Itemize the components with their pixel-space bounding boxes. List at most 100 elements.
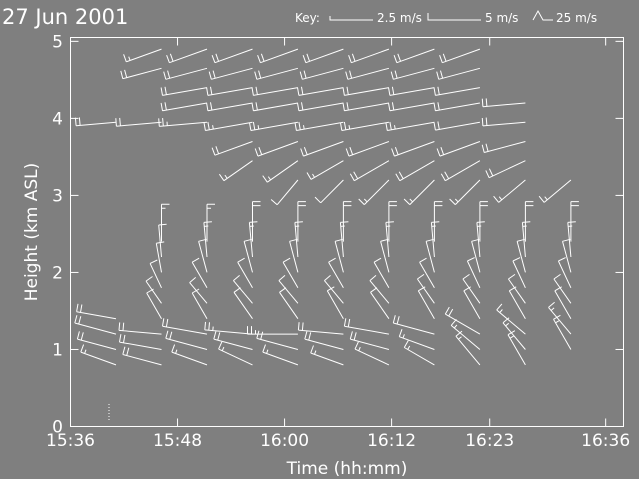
wind-barb xyxy=(189,277,208,304)
wind-barb xyxy=(237,257,253,289)
wind-barb xyxy=(354,341,390,366)
wind-barb xyxy=(373,257,390,289)
wind-barb xyxy=(299,67,344,80)
wind-barb xyxy=(554,286,572,319)
wind-barb xyxy=(481,117,526,127)
wind-barb xyxy=(80,344,117,366)
wind-barb xyxy=(348,48,390,64)
wind-barb xyxy=(358,179,390,205)
wind-barb xyxy=(149,259,162,289)
wind-barb xyxy=(171,344,208,366)
wind-barb xyxy=(485,160,526,179)
wind-barb xyxy=(206,102,253,112)
wind-barb xyxy=(218,160,253,182)
wind-barb xyxy=(345,67,390,80)
wind-barb xyxy=(385,221,394,258)
x-tick-label: 16:12 xyxy=(367,431,416,451)
wind-barb xyxy=(213,331,253,350)
wind-barb xyxy=(74,117,117,127)
wind-barb xyxy=(123,48,162,63)
x-tick-label: 15:36 xyxy=(46,431,95,451)
wind-barb xyxy=(161,203,170,242)
wind-barb xyxy=(538,179,572,203)
wind-barb xyxy=(158,118,208,127)
wind-barb xyxy=(440,160,481,182)
wind-barb xyxy=(76,303,117,320)
wind-barb xyxy=(342,86,389,96)
wind-barb xyxy=(203,121,253,131)
wind-barb xyxy=(392,315,435,335)
y-tick-label: 0 xyxy=(52,418,63,438)
wind-barb xyxy=(203,221,212,258)
wind-barb xyxy=(369,275,390,304)
wind-barb xyxy=(433,86,480,96)
wind-barb xyxy=(314,179,344,204)
wind-barb xyxy=(251,102,298,112)
wind-barb xyxy=(300,141,344,157)
wind-barb xyxy=(204,321,253,335)
wind-barb xyxy=(433,201,443,242)
wind-barb xyxy=(507,330,526,366)
wind-barb xyxy=(145,276,162,304)
wind-barb xyxy=(548,301,572,335)
x-tick-label: 16:23 xyxy=(465,431,514,451)
y-tick-label: 5 xyxy=(52,32,63,52)
wind-barb xyxy=(251,86,298,96)
y-tick-label: 3 xyxy=(52,186,63,206)
wind-barb xyxy=(476,221,485,258)
wind-barb xyxy=(391,141,435,157)
wind-barb xyxy=(403,179,435,205)
wind-barb xyxy=(282,257,299,289)
wind-barb xyxy=(444,306,481,335)
wind-barb xyxy=(119,334,162,350)
legend-text-5: 5 m/s xyxy=(485,11,518,25)
wind-barb xyxy=(294,121,344,131)
wind-barb xyxy=(252,201,261,242)
wind-barb xyxy=(206,203,215,242)
wind-barb xyxy=(120,67,162,80)
wind-barb xyxy=(403,340,435,366)
wind-barb xyxy=(254,141,299,157)
wind-barb xyxy=(162,318,208,335)
wind-barb xyxy=(247,326,298,335)
legend: Key: 2.5 m/s 5 m/s 25 m/s xyxy=(295,9,597,25)
wind-barb xyxy=(118,322,162,335)
wind-barb xyxy=(385,121,435,131)
wind-barb xyxy=(328,257,344,289)
wind-barb xyxy=(450,318,481,350)
wind-barb xyxy=(206,86,253,96)
wind-barb xyxy=(436,67,481,80)
wind-barb xyxy=(270,179,299,206)
y-axis: 0 1 2 3 4 5 xyxy=(52,32,624,438)
wind-barb xyxy=(115,117,162,127)
wind-barb xyxy=(76,331,117,350)
wind-barb xyxy=(297,201,306,242)
legend-text-2.5: 2.5 m/s xyxy=(377,11,422,25)
wind-barb xyxy=(430,221,440,258)
wind-barb xyxy=(345,141,390,157)
wind-barb xyxy=(262,160,299,183)
wind-barb xyxy=(479,201,488,242)
wind-barb xyxy=(165,330,208,350)
wind-barb xyxy=(297,102,344,112)
wind-barb xyxy=(524,201,534,242)
wind-barb xyxy=(233,275,253,304)
wind-barb xyxy=(262,344,299,366)
wind-barb xyxy=(393,48,435,64)
wind-barb xyxy=(557,257,572,289)
wind-barb xyxy=(191,288,208,319)
legend-barb-5 xyxy=(427,13,481,21)
wind-barb xyxy=(462,273,481,304)
legend-label: Key: xyxy=(295,11,320,25)
chart-title: 27 Jun 2001 xyxy=(2,5,128,29)
wind-barb xyxy=(249,121,298,131)
wind-barb xyxy=(342,102,389,112)
wind-barb xyxy=(553,273,572,304)
wind-barb xyxy=(417,286,435,319)
wind-barb xyxy=(248,221,258,258)
wind-barb xyxy=(436,141,481,157)
wind-barb xyxy=(553,314,572,350)
wind-barb xyxy=(211,48,253,64)
wind-barb xyxy=(342,201,352,242)
